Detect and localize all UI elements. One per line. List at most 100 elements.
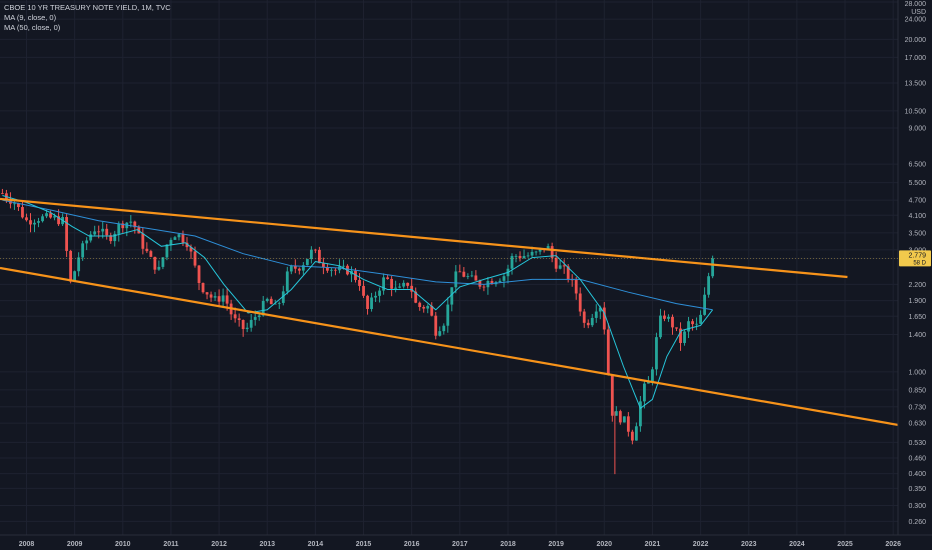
candle-150 (602, 302, 606, 335)
candle-49 (197, 264, 201, 291)
candle-96 (386, 274, 390, 280)
candle-36 (145, 242, 149, 253)
candle-175 (703, 287, 707, 316)
candle-7 (29, 213, 32, 233)
candle-41 (165, 244, 169, 261)
time-tick-2017: 2017 (452, 541, 468, 548)
candle-93 (374, 291, 377, 303)
price-tick-22: 0.530 (908, 440, 926, 447)
candle-133 (534, 250, 538, 256)
candles (1, 188, 715, 475)
candle-109 (438, 326, 442, 337)
candle-22 (89, 231, 93, 243)
channel-lines[interactable] (0, 197, 899, 427)
candle-101 (406, 282, 410, 289)
candle-6 (25, 213, 28, 222)
candle-90 (362, 280, 365, 298)
candle-160 (643, 381, 646, 409)
candle-130 (522, 249, 526, 259)
price-tick-6: 9.000 (908, 125, 926, 132)
candle-77 (309, 246, 313, 264)
time-tick-2011: 2011 (163, 541, 178, 548)
candle-106 (426, 304, 430, 314)
ma9-polyline (2, 195, 713, 410)
candle-66 (265, 297, 269, 303)
candle-17 (69, 249, 73, 284)
candle-40 (161, 256, 165, 270)
candle-44 (177, 233, 181, 241)
candle-108 (434, 311, 438, 340)
candle-23 (93, 225, 97, 236)
candle-70 (281, 285, 285, 306)
candle-100 (402, 280, 406, 289)
time-axis[interactable]: 2008 2009 2010 2011 2012 2013 2014 2015 2016 2017… (0, 534, 932, 550)
candle-29 (117, 221, 121, 242)
candle-156 (626, 412, 630, 437)
price-tick-4: 13.500 (905, 80, 927, 87)
candle-75 (301, 262, 305, 275)
candle-21 (85, 237, 89, 251)
time-tick-2026: 2026 (885, 541, 901, 548)
channel-lower-line[interactable] (0, 266, 899, 427)
candle-83 (334, 268, 337, 276)
time-tick-2010: 2010 (115, 541, 131, 548)
price-tick-2: 20.000 (905, 37, 927, 44)
price-tick-8: 5.500 (908, 180, 926, 187)
price-tick-15: 1.900 (908, 298, 926, 305)
candle-102 (410, 278, 414, 299)
price-tick-5: 10.500 (905, 108, 927, 115)
candle-129 (518, 251, 522, 262)
candle-98 (394, 280, 398, 293)
legend-ma50[interactable]: MA (50, close, 0) (4, 23, 61, 32)
candle-67 (269, 296, 273, 305)
price-tick-17: 1.400 (908, 332, 926, 339)
candle-60 (241, 319, 245, 337)
candle-59 (237, 313, 241, 327)
candle-113 (454, 265, 458, 294)
candle-0 (1, 188, 4, 195)
time-axis-bg (0, 535, 932, 550)
ma9-line (2, 195, 713, 410)
price-axis-bg (898, 0, 932, 550)
candle-154 (618, 409, 622, 425)
candle-37 (149, 249, 153, 258)
candle-114 (458, 264, 462, 273)
candle-42 (169, 237, 173, 251)
candle-143 (574, 276, 578, 300)
candle-92 (370, 292, 373, 312)
candle-43 (173, 235, 177, 240)
candle-53 (213, 292, 217, 301)
price-tick-20: 0.730 (908, 404, 926, 411)
candle-116 (466, 273, 470, 280)
time-tick-2021: 2021 (645, 541, 661, 548)
legend-symbol[interactable]: CBOE 10 YR TREASURY NOTE YIELD, 1M, TVC (4, 3, 171, 12)
candle-163 (655, 332, 658, 376)
candle-76 (305, 258, 309, 266)
candle-177 (711, 255, 715, 279)
candle-174 (699, 310, 702, 325)
candle-50 (201, 282, 205, 294)
candle-9 (37, 217, 40, 228)
channel-upper-line[interactable] (0, 197, 848, 279)
candle-107 (430, 302, 434, 317)
price-tick-27: 0.260 (908, 519, 926, 526)
candle-91 (366, 294, 369, 315)
candle-151 (606, 323, 610, 376)
candle-172 (691, 318, 694, 331)
legend-ma9[interactable]: MA (9, close, 0) (4, 13, 57, 22)
candle-71 (285, 266, 289, 295)
price-tick-9: 4.700 (908, 198, 926, 205)
time-tick-2020: 2020 (596, 541, 612, 548)
candle-137 (550, 242, 554, 263)
time-tick-2024: 2024 (789, 541, 805, 548)
price-tick-14: 2.200 (908, 282, 926, 289)
candle-69 (277, 301, 281, 309)
candle-104 (418, 301, 422, 311)
time-tick-2025: 2025 (837, 541, 853, 548)
price-tick-21: 0.630 (908, 421, 926, 428)
candle-74 (297, 267, 301, 275)
price-tick-26: 0.300 (908, 503, 926, 510)
time-tick-2022: 2022 (693, 541, 709, 548)
